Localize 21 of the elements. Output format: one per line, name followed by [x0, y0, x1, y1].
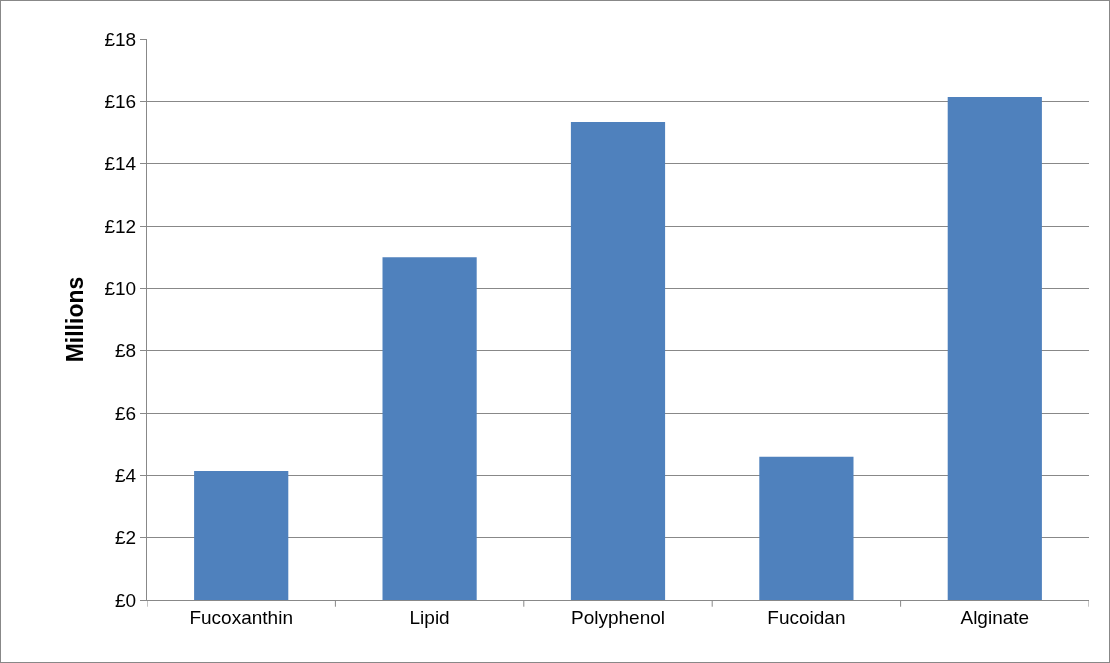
- bar: [570, 121, 666, 600]
- bar: [382, 257, 477, 600]
- x-tick-label: Alginate: [960, 606, 1030, 628]
- y-tick-label: £12: [104, 215, 137, 237]
- y-tick-label: £18: [104, 28, 137, 50]
- bar: [194, 470, 289, 600]
- y-tick-label: £16: [104, 90, 137, 112]
- x-tick-label: Fucoxanthin: [189, 606, 293, 628]
- bar: [759, 456, 854, 600]
- y-tick-label: £14: [104, 153, 137, 175]
- y-tick-label: £10: [104, 277, 137, 299]
- y-tick-label: £0: [115, 589, 137, 611]
- x-tick-label: Polyphenol: [570, 606, 666, 628]
- y-tick-label: £4: [115, 464, 137, 486]
- y-tick-label: £2: [115, 527, 137, 549]
- y-tick-label: £6: [115, 402, 137, 424]
- bar: [947, 96, 1042, 600]
- x-tick-label: Lipid: [409, 606, 450, 628]
- y-tick-label: £8: [115, 340, 137, 362]
- y-axis-title: Millions: [61, 276, 88, 363]
- x-tick-label: Fucoidan: [767, 606, 846, 628]
